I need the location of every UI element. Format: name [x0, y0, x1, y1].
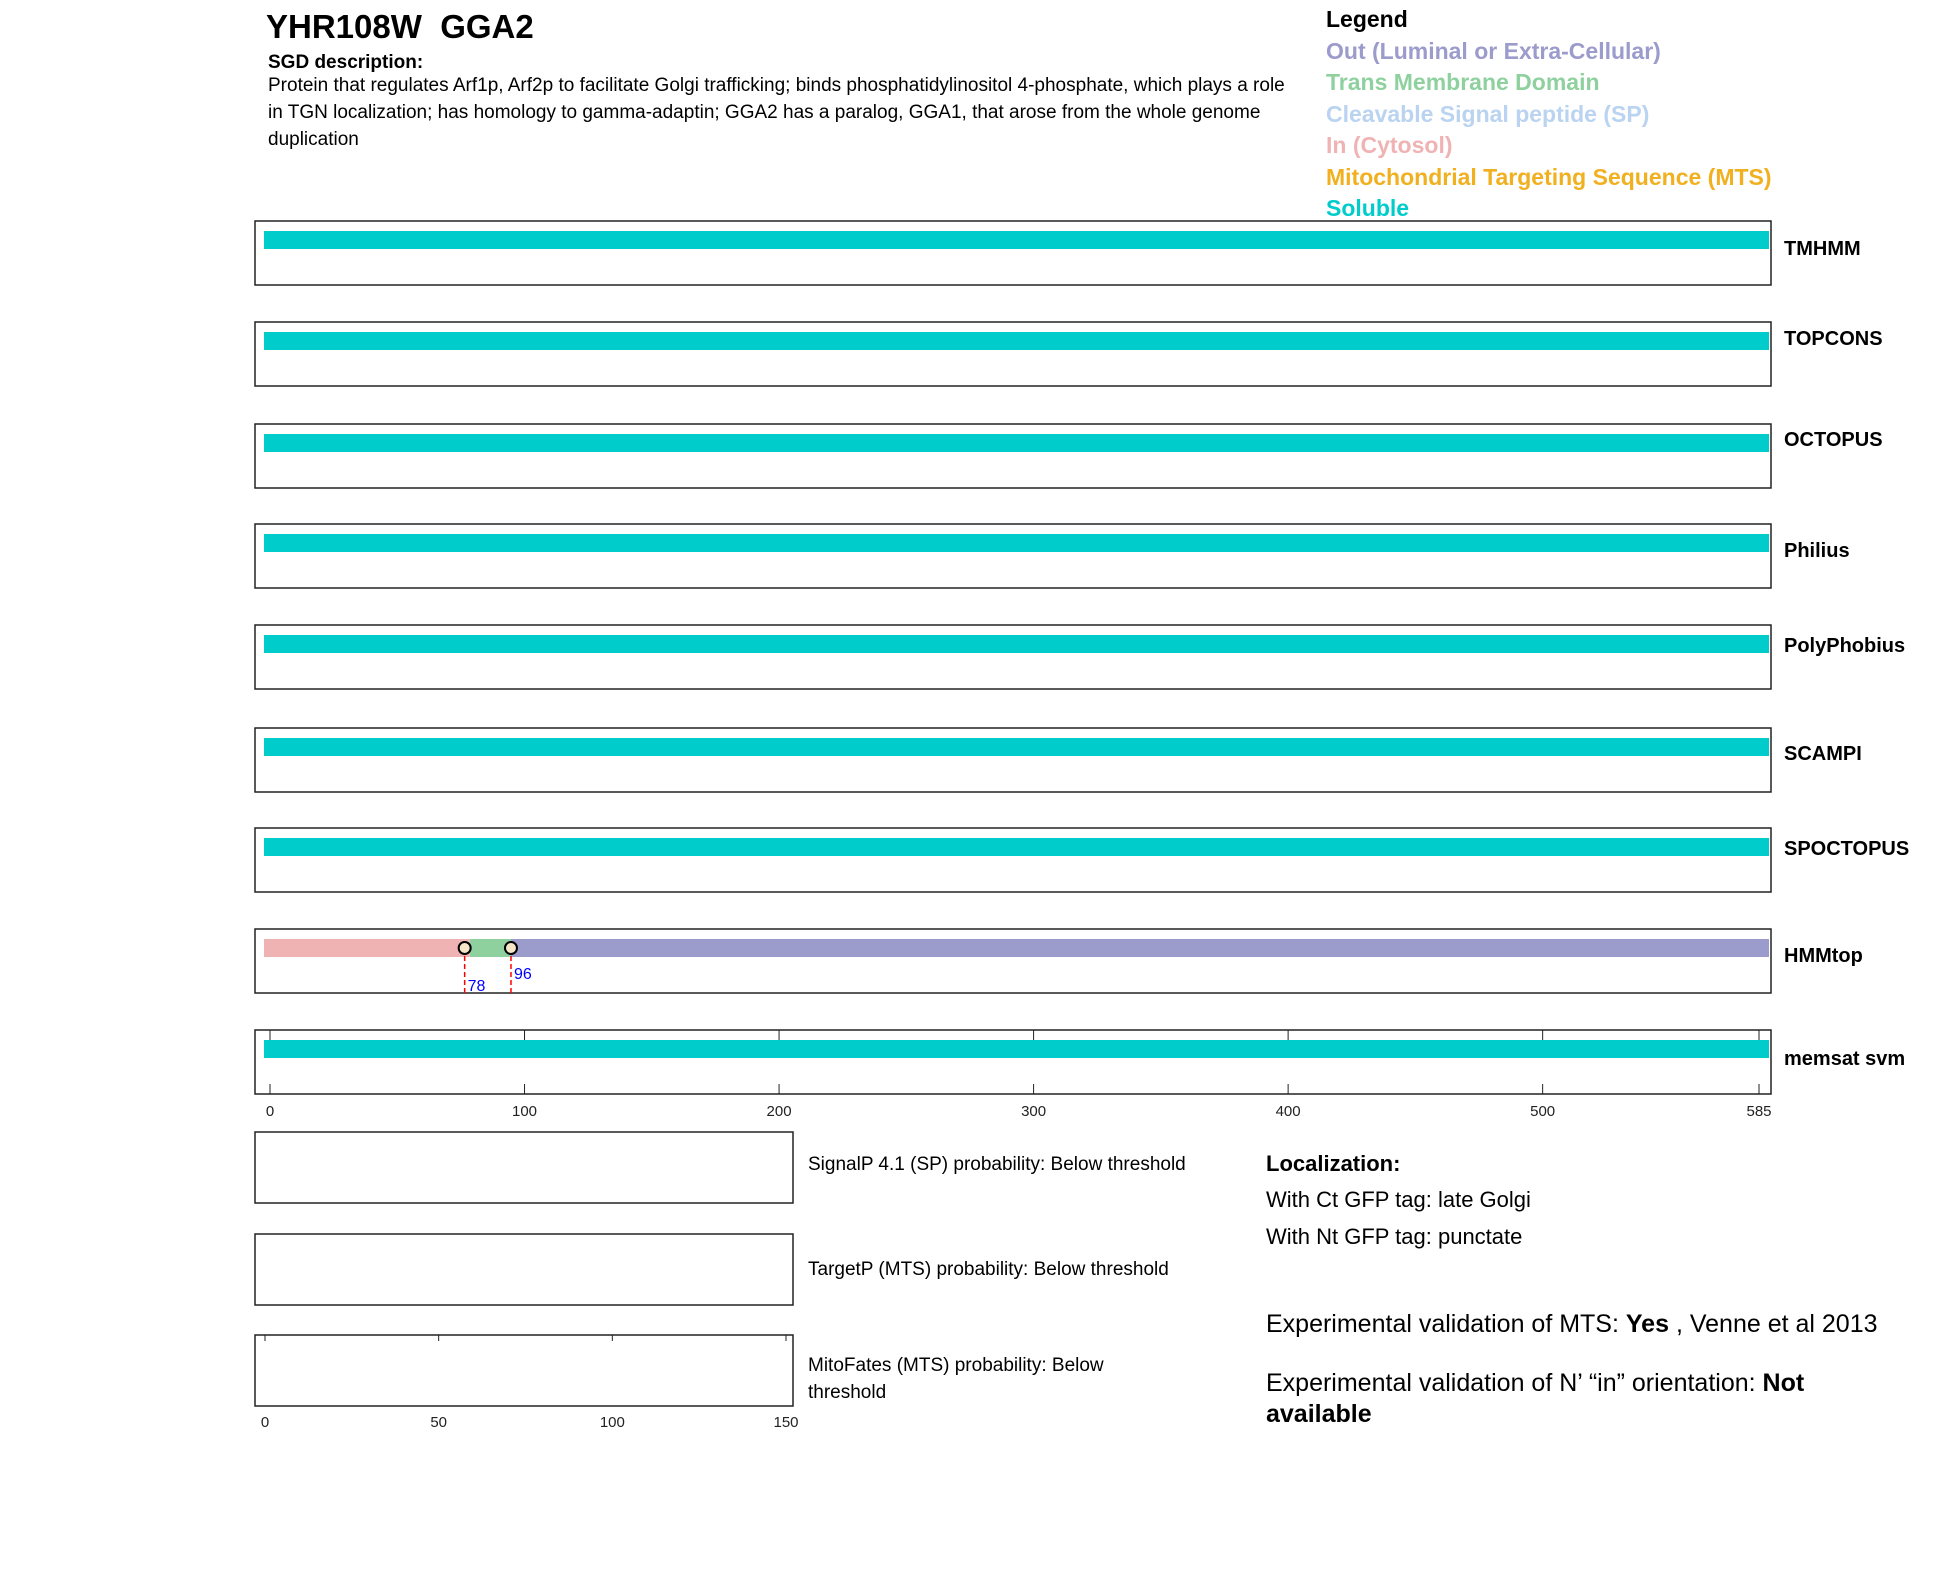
page-title: YHR108W GGA2	[266, 8, 534, 45]
track-label: TMHMM	[1784, 238, 1861, 260]
localization-ct: With Ct GFP tag: late Golgi	[1266, 1187, 1531, 1212]
axis-tick-label: 300	[1021, 1103, 1046, 1120]
legend-item: Cleavable Signal peptide (SP)	[1326, 100, 1650, 127]
track-label: Philius	[1784, 540, 1850, 562]
track-box	[254, 727, 1772, 793]
track-label: HMMtop	[1784, 945, 1863, 967]
probability-panel	[254, 1233, 794, 1306]
track-segment	[469, 939, 511, 957]
track-label: PolyPhobius	[1784, 635, 1905, 657]
axis-tick-label: 200	[767, 1103, 792, 1120]
targetp-label: TargetP (MTS) probability: Below thresho…	[808, 1259, 1169, 1280]
legend-item: Soluble	[1326, 195, 1410, 221]
marker-circle	[457, 941, 472, 955]
track-label: TOPCONS	[1784, 328, 1883, 350]
marker-label: 78	[468, 978, 486, 995]
track-box	[254, 423, 1772, 489]
track-box	[254, 321, 1772, 387]
legend-item: Out (Luminal or Extra-Cellular)	[1326, 37, 1661, 64]
marker-circle	[503, 941, 518, 955]
legend-item: Trans Membrane Domain	[1326, 69, 1600, 95]
track-segment	[264, 939, 470, 957]
track-box	[254, 624, 1772, 690]
track-box	[254, 1029, 1772, 1095]
axis-tick-label: 150	[773, 1414, 798, 1431]
legend: Legend Out (Luminal or Extra-Cellular) Tr…	[1326, 4, 1772, 225]
sgd-description: Protein that regulates Arf1p, Arf2p to f…	[268, 75, 1285, 150]
orientation-validation: Experimental validation of N’ “in” orien…	[1266, 1368, 1866, 1430]
track-box	[254, 827, 1772, 893]
axis-tick-label: 400	[1276, 1103, 1301, 1120]
axis-tick-label: 100	[512, 1103, 537, 1120]
localization-heading: Localization:	[1266, 1151, 1401, 1176]
track-box	[254, 220, 1772, 286]
track-segment	[264, 1040, 1769, 1058]
mts-suffix: , Venne et al 2013	[1669, 1310, 1878, 1338]
probability-panel	[254, 1334, 794, 1407]
track-segment	[510, 939, 1769, 957]
orientation-value: Not available	[1266, 1369, 1805, 1428]
axis-tick-label: 0	[261, 1414, 269, 1431]
track-label: OCTOPUS	[1784, 429, 1883, 451]
mitofates-label: MitoFates (MTS) probability: Below thres…	[808, 1355, 1104, 1403]
track-box	[254, 928, 1772, 994]
axis-tick-label: 585	[1746, 1103, 1771, 1120]
track-segment	[264, 838, 1769, 856]
axis-tick-label: 100	[600, 1414, 625, 1431]
legend-item: In (Cytosol)	[1326, 132, 1453, 158]
localization-nt: With Nt GFP tag: punctate	[1266, 1224, 1523, 1249]
sgd-heading: SGD description:	[268, 52, 424, 73]
signalp-label: SignalP 4.1 (SP) probability: Below thre…	[808, 1154, 1186, 1175]
track-segment	[264, 434, 1769, 452]
track-segment	[264, 635, 1769, 653]
track-label: SPOCTOPUS	[1784, 838, 1909, 860]
axis-tick-label: 50	[430, 1414, 447, 1431]
track-segment	[264, 534, 1769, 552]
axis-tick-label: 500	[1530, 1103, 1555, 1120]
track-segment	[264, 332, 1769, 350]
marker-label: 96	[514, 966, 532, 983]
track-box	[254, 523, 1772, 589]
track-segment	[264, 738, 1769, 756]
orientation-prefix: Experimental validation of N’ “in” orien…	[1266, 1369, 1763, 1397]
legend-title: Legend	[1326, 6, 1408, 32]
axis-tick-label: 0	[266, 1103, 274, 1120]
mts-prefix: Experimental validation of MTS:	[1266, 1310, 1626, 1338]
legend-item: Mitochondrial Targeting Sequence (MTS)	[1326, 163, 1772, 190]
track-label: SCAMPI	[1784, 743, 1862, 765]
probability-panel	[254, 1131, 794, 1204]
mts-validation: Experimental validation of MTS: Yes , Ve…	[1266, 1310, 1878, 1339]
track-segment	[264, 231, 1769, 249]
track-label: memsat svm	[1784, 1048, 1905, 1070]
mts-value: Yes	[1625, 1310, 1669, 1338]
